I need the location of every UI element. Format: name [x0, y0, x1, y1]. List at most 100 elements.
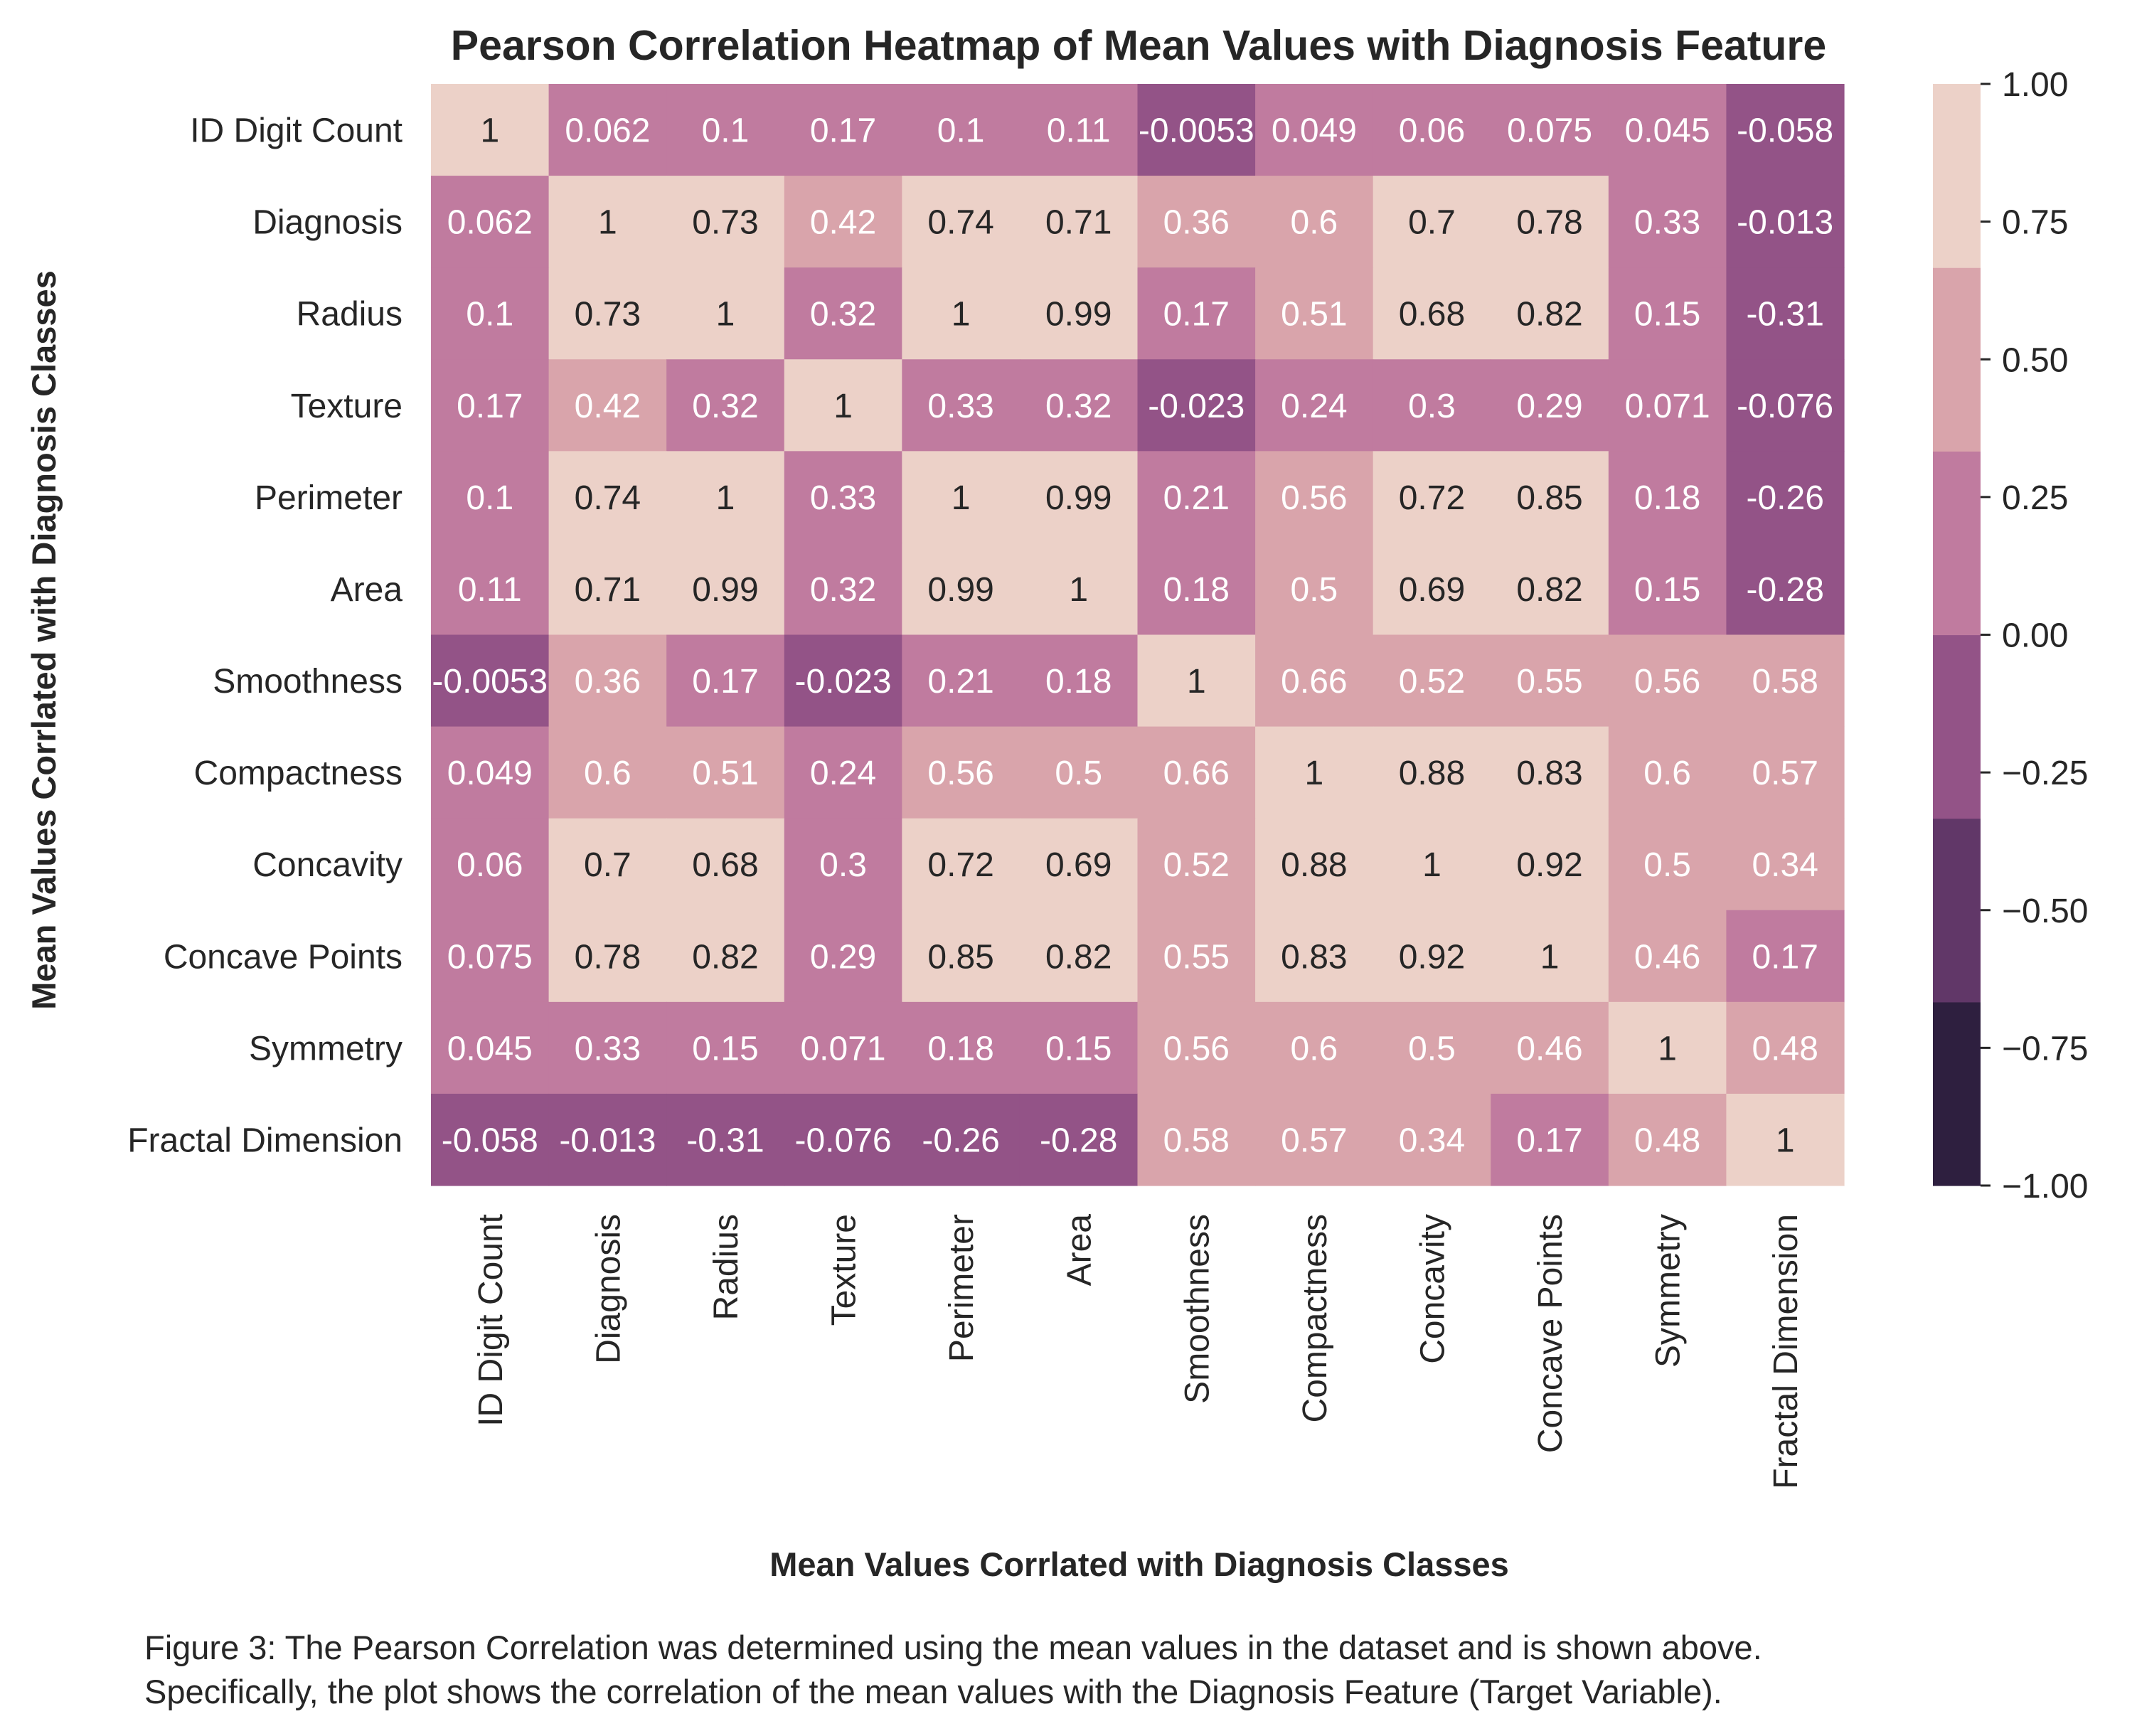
heatmap-cell	[1608, 176, 1727, 268]
heatmap-cell	[1608, 359, 1727, 452]
heatmap-cell	[784, 726, 902, 819]
heatmap-cell	[784, 1093, 902, 1186]
heatmap-cell	[1373, 359, 1491, 452]
heatmap-cell	[1726, 634, 1845, 728]
heatmap-cell	[548, 451, 667, 544]
cell-value-label: 1	[1540, 938, 1560, 976]
cell-value-label: -0.26	[1747, 479, 1824, 517]
colorbar-tick-label: −0.25	[2002, 755, 2088, 792]
cell-value-label: 0.1	[466, 296, 513, 334]
cell-value-label: 0.51	[692, 755, 758, 792]
cell-value-label: -0.023	[1148, 388, 1245, 425]
x-tick-label: Smoothness	[1178, 1214, 1216, 1404]
heatmap-cell	[431, 543, 550, 636]
cell-value-label: 0.92	[1516, 846, 1582, 884]
heatmap-cell	[1491, 176, 1609, 268]
heatmap-cell	[1726, 726, 1845, 819]
heatmap-cell	[548, 1093, 667, 1186]
heatmap-cell	[1491, 910, 1609, 1003]
cell-value-label: 0.82	[1516, 296, 1582, 334]
colorbar: 1.00 0.75 0.50 0.25 0.00 −0.25 −0.50 −0.75 −1.00	[1933, 66, 2088, 1205]
cell-value-label: 0.062	[565, 112, 650, 150]
cell-value-label: 0.66	[1163, 755, 1230, 792]
cell-value-label: 0.83	[1281, 938, 1347, 976]
heatmap-cell	[548, 543, 667, 636]
cell-value-label: 0.3	[1408, 388, 1456, 425]
cell-value-label: 0.72	[927, 846, 993, 884]
heatmap-cell	[1373, 1001, 1491, 1095]
cell-value-label: 0.11	[1047, 112, 1111, 150]
cell-value-label: -0.058	[442, 1122, 538, 1159]
cell-value-label: 0.46	[1634, 938, 1700, 976]
cell-value-label: 1	[1305, 755, 1324, 792]
y-tick-label: Concave Points	[164, 938, 403, 976]
cell-value-label: 0.33	[927, 388, 993, 425]
heatmap-cell	[1255, 1093, 1374, 1186]
x-tick-label: Fractal Dimension	[1767, 1214, 1805, 1489]
cell-value-label: 0.11	[458, 571, 522, 609]
cell-value-label: 1	[833, 388, 853, 425]
heatmap-cell	[1255, 176, 1374, 268]
heatmap-cell	[1608, 910, 1727, 1003]
cell-value-label: 0.74	[575, 479, 641, 517]
heatmap-cell	[902, 267, 1020, 360]
heatmap-cell	[1255, 84, 1374, 176]
heatmap-cell	[666, 359, 785, 452]
heatmap-cell	[666, 267, 785, 360]
colorbar-tick-label: 0.75	[2002, 204, 2068, 242]
cell-value-label: 0.55	[1516, 663, 1582, 701]
colorbar-tick-label: 0.25	[2002, 479, 2068, 517]
cell-value-label: 0.1	[937, 112, 985, 150]
cell-value-label: 0.56	[1163, 1030, 1230, 1067]
heatmap-cell	[1373, 1093, 1491, 1186]
cell-value-label: 0.075	[447, 938, 533, 976]
cell-value-label: 0.68	[692, 846, 758, 884]
heatmap-cell	[548, 910, 667, 1003]
cell-value-label: 0.85	[927, 938, 993, 976]
heatmap-cell	[431, 451, 550, 544]
cell-value-label: 0.24	[1281, 388, 1347, 425]
cell-value-label: 0.73	[692, 204, 758, 242]
cell-value-label: 0.6	[1291, 1030, 1338, 1067]
cell-value-label: 0.33	[1634, 204, 1700, 242]
cell-value-label: -0.013	[559, 1122, 656, 1159]
heatmap-cell	[1726, 451, 1845, 544]
cell-value-label: -0.023	[794, 663, 891, 701]
x-tick-label: Compactness	[1296, 1214, 1334, 1422]
heatmap-cell	[902, 726, 1020, 819]
heatmap-cell	[1608, 543, 1727, 636]
cell-value-label: 0.48	[1752, 1030, 1818, 1067]
y-tick-label: Diagnosis	[252, 204, 403, 242]
caption-line-1: Figure 3: The Pearson Correlation was de…	[144, 1629, 1762, 1666]
heatmap-cell	[1491, 818, 1609, 911]
cell-value-label: 0.6	[1291, 204, 1338, 242]
cell-value-label: 0.34	[1752, 846, 1818, 884]
cell-value-label: 1	[716, 479, 735, 517]
cell-value-label: 0.29	[1516, 388, 1582, 425]
colorbar-segment	[1933, 267, 1981, 452]
heatmap-cell	[784, 543, 902, 636]
figure-caption: Figure 3: The Pearson Correlation was de…	[144, 1626, 2107, 1714]
cell-value-label: 0.24	[810, 755, 876, 792]
cell-value-label: 0.52	[1163, 846, 1230, 884]
cell-value-label: -0.31	[1747, 296, 1824, 334]
heatmap-cell	[666, 818, 785, 911]
heatmap-cell	[1255, 726, 1374, 819]
cell-value-label: 0.71	[1045, 204, 1112, 242]
heatmap-cell	[902, 176, 1020, 268]
cell-value-label: 0.049	[1272, 112, 1357, 150]
cell-value-label: 0.48	[1634, 1122, 1700, 1159]
heatmap-cell	[1608, 84, 1727, 176]
heatmap-cell	[784, 634, 902, 728]
cell-value-label: 0.57	[1752, 755, 1818, 792]
colorbar-segment	[1933, 634, 1981, 819]
cell-value-label: 0.85	[1516, 479, 1582, 517]
heatmap-cell	[1019, 543, 1139, 636]
cell-value-label: 1	[480, 112, 499, 150]
cell-value-label: 0.99	[692, 571, 758, 609]
cell-value-label: 0.56	[927, 755, 993, 792]
heatmap-cell	[548, 176, 667, 268]
heatmap-cell	[666, 176, 785, 268]
cell-value-label: 1	[1422, 846, 1441, 884]
heatmap-cell	[1019, 359, 1139, 452]
